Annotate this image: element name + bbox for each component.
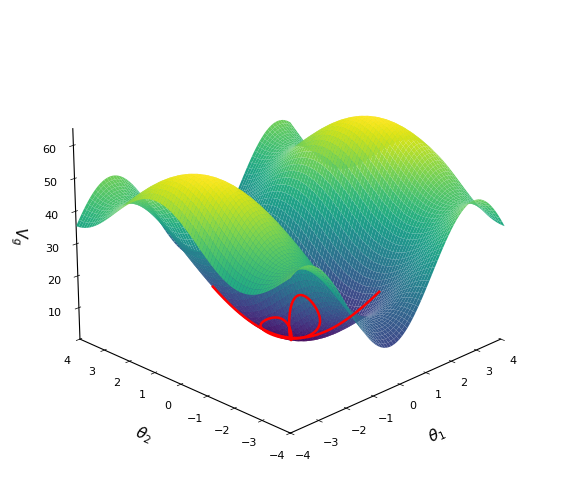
- Y-axis label: $\theta_2$: $\theta_2$: [132, 423, 156, 447]
- X-axis label: $\theta_1$: $\theta_1$: [425, 423, 448, 447]
